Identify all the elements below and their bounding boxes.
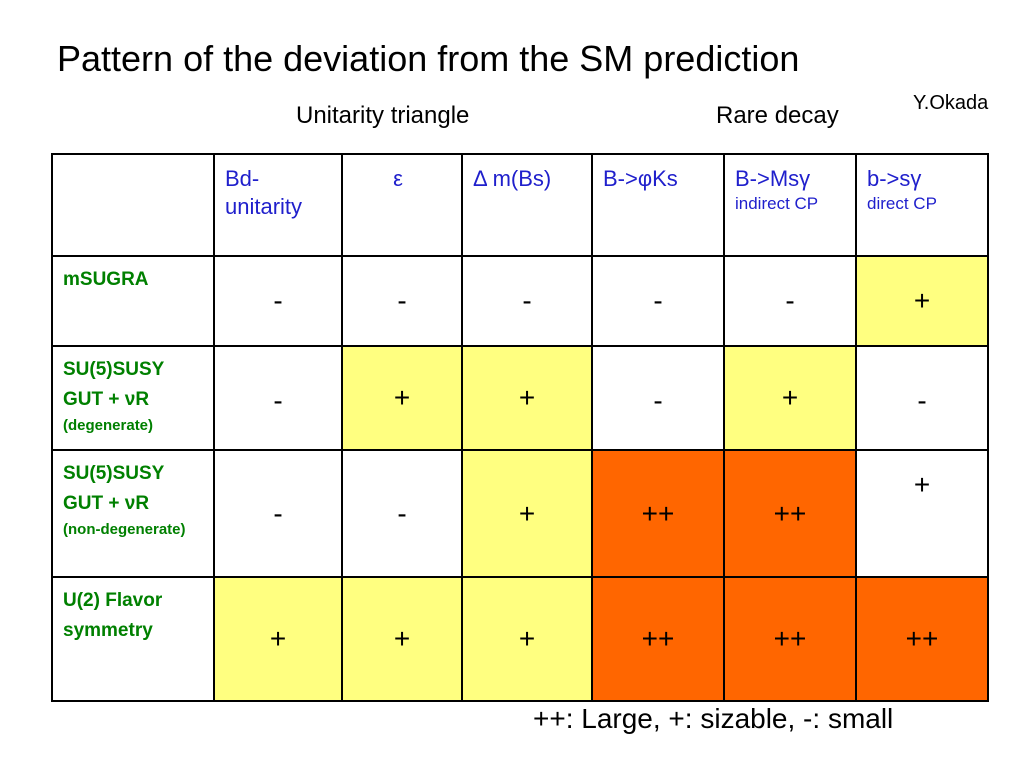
cell-value: +	[393, 382, 411, 413]
cell-value: +	[269, 623, 287, 654]
group-label-unitarity-triangle: Unitarity triangle	[296, 102, 470, 129]
cell-value: +	[518, 497, 536, 529]
row-label: U(2) Flavor symmetry	[51, 576, 215, 702]
header-sub: indirect CP	[735, 194, 819, 213]
cell-value: -	[653, 385, 663, 416]
value-cell: +	[341, 576, 463, 702]
cell-value: ++	[641, 623, 675, 654]
value-cell: +	[461, 449, 593, 578]
value-cell: +	[461, 345, 593, 451]
header-cell: Δ m(Bs)	[461, 153, 593, 257]
table-row: U(2) Flavor symmetry + + + ++ ++ ++	[51, 576, 989, 702]
header-main: B->φKs	[603, 166, 678, 191]
cell-value: ++	[641, 497, 675, 529]
header-main: b->sγ	[867, 166, 922, 191]
row-label: SU(5)SUSY GUT + νR (non-degenerate)	[51, 449, 215, 578]
header-cell: Bd-unitarity	[213, 153, 343, 257]
header-sub: direct CP	[867, 194, 937, 213]
cell-value: -	[917, 385, 927, 416]
cell-value: -	[522, 285, 532, 316]
value-cell: +	[855, 255, 989, 347]
row-sublabel: (non-degenerate)	[63, 521, 186, 538]
row-label-text: SU(5)SUSY GUT + νR	[63, 359, 165, 410]
corner-cell	[51, 153, 215, 257]
value-cell: +	[723, 345, 857, 451]
cell-value: -	[785, 285, 795, 316]
slide-title: Pattern of the deviation from the SM pre…	[57, 38, 800, 79]
header-main: B->Msγ	[735, 166, 811, 191]
row-label-text: SU(5)SUSY GUT + νR	[63, 463, 165, 514]
row-label: mSUGRA	[51, 255, 215, 347]
header-main: Bd-unitarity	[225, 166, 303, 219]
value-cell: -	[591, 345, 725, 451]
value-cell: -	[855, 345, 989, 451]
cell-value: -	[397, 497, 407, 529]
deviation-pattern-table: Bd-unitarity ε Δ m(Bs) B->φKs B->Msγ ind…	[51, 153, 989, 702]
cell-value: +	[913, 469, 931, 500]
cell-value: +	[913, 285, 931, 316]
header-cell: ε	[341, 153, 463, 257]
cell-value: ++	[773, 623, 807, 654]
header-row: Bd-unitarity ε Δ m(Bs) B->φKs B->Msγ ind…	[51, 153, 989, 257]
row-label-text: U(2) Flavor symmetry	[63, 590, 163, 641]
value-cell: -	[591, 255, 725, 347]
header-cell: B->φKs	[591, 153, 725, 257]
cell-value: ++	[773, 497, 807, 529]
cell-value: +	[518, 382, 536, 413]
value-cell: -	[341, 449, 463, 578]
value-cell: +	[855, 449, 989, 578]
value-cell: ++	[591, 576, 725, 702]
value-cell: ++	[723, 576, 857, 702]
cell-value: -	[653, 285, 663, 316]
value-cell: -	[341, 255, 463, 347]
row-sublabel: (degenerate)	[63, 417, 154, 434]
cell-value: +	[781, 382, 799, 413]
value-cell: -	[213, 345, 343, 451]
cell-value: -	[273, 497, 283, 529]
row-label-text: mSUGRA	[63, 269, 149, 290]
table-row: SU(5)SUSY GUT + νR (non-degenerate) - - …	[51, 449, 989, 578]
cell-value: -	[273, 385, 283, 416]
cell-value: -	[397, 285, 407, 316]
value-cell: +	[341, 345, 463, 451]
value-cell: ++	[855, 576, 989, 702]
group-label-rare-decay: Rare decay	[716, 102, 839, 129]
value-cell: -	[213, 255, 343, 347]
cell-value: ++	[905, 623, 939, 654]
header-cell: B->Msγ indirect CP	[723, 153, 857, 257]
cell-value: -	[273, 285, 283, 316]
cell-value: +	[518, 623, 536, 654]
header-cell: b->sγ direct CP	[855, 153, 989, 257]
value-cell: -	[723, 255, 857, 347]
value-cell: +	[461, 576, 593, 702]
row-label: SU(5)SUSY GUT + νR (degenerate)	[51, 345, 215, 451]
legend-text: ++: Large, +: sizable, -: small	[533, 703, 894, 734]
header-main: Δ m(Bs)	[473, 166, 552, 191]
value-cell: -	[213, 449, 343, 578]
table-row: SU(5)SUSY GUT + νR (degenerate) - + + - …	[51, 345, 989, 451]
value-cell: ++	[723, 449, 857, 578]
value-cell: -	[461, 255, 593, 347]
header-main: ε	[393, 166, 403, 191]
table-row: mSUGRA - - - - - +	[51, 255, 989, 347]
cell-value: +	[393, 623, 411, 654]
value-cell: ++	[591, 449, 725, 578]
value-cell: +	[213, 576, 343, 702]
author-name: Y.Okada	[913, 92, 989, 114]
